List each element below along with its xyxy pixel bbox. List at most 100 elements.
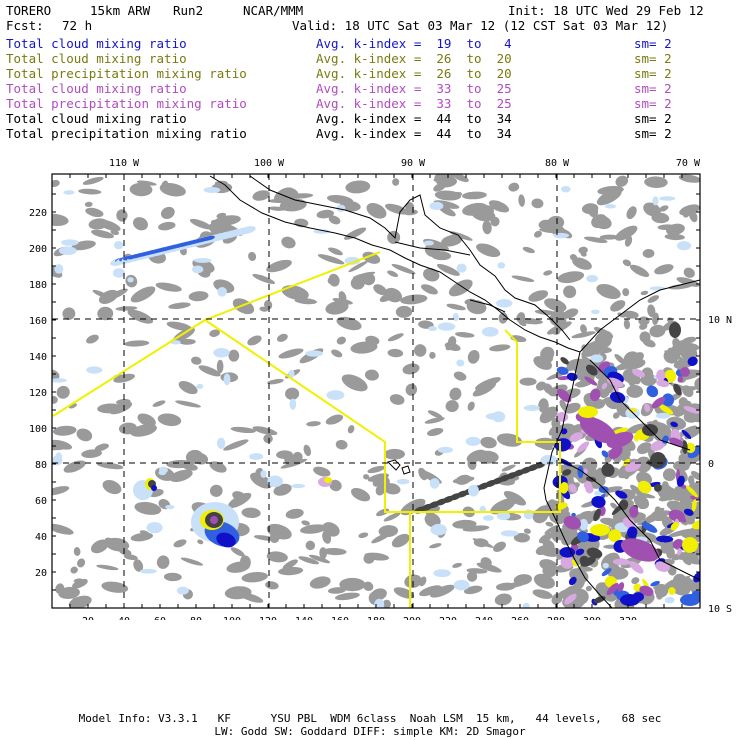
cloud-cell	[631, 577, 640, 585]
cloud-cell	[339, 577, 366, 592]
cloud-cell	[513, 574, 532, 586]
x-tick-label: 60	[154, 616, 166, 620]
legend-kindex: Avg. k-index = 26 to 20	[316, 51, 512, 66]
cloud-cell	[676, 277, 700, 287]
convective-cell	[601, 568, 612, 577]
cloud-light-patch	[561, 185, 571, 193]
latitude-label: 10 N	[708, 315, 732, 326]
cloud-cell	[644, 176, 668, 188]
cloud-light-patch	[127, 277, 134, 283]
cloud-cell	[185, 449, 204, 464]
y-tick-label: 220	[29, 208, 47, 219]
cloud-cell	[305, 540, 316, 551]
cloud-cell	[155, 282, 182, 292]
legend-field-name: Total precipitation mixing ratio	[6, 66, 247, 81]
y-tick-label: 140	[29, 352, 47, 363]
cloud-cell	[84, 201, 93, 208]
axis-tick-labels: 2040608010012014016018020022024026028030…	[29, 158, 732, 620]
cloud-cell	[382, 599, 391, 608]
cloud-cell	[614, 353, 626, 365]
footer-line-2: LW: Godd SW: Goddard DIFF: simple KM: 2D…	[214, 725, 526, 738]
cloud-cell	[667, 565, 677, 576]
cloud-light-patch	[664, 596, 675, 604]
cloud-cell	[637, 442, 652, 455]
cloud-cell	[327, 587, 346, 594]
cloud-cell	[496, 433, 523, 447]
convective-cell	[656, 535, 674, 543]
cloud-cell	[511, 275, 535, 282]
cloud-cell	[81, 449, 102, 459]
convective-cell	[571, 559, 578, 567]
cloud-cell	[309, 576, 331, 589]
cloud-cell	[490, 498, 516, 515]
longitude-label: 70 W	[676, 158, 701, 169]
convective-cluster-edge	[578, 406, 598, 418]
cloud-cell	[580, 251, 587, 257]
cloud-cell	[241, 507, 261, 518]
x-tick-label: 300	[583, 616, 601, 620]
cloud-cell	[328, 247, 343, 256]
cloud-cell	[52, 396, 58, 404]
convective-cell	[564, 593, 577, 605]
cloud-light-patch	[523, 509, 534, 520]
convective-cell	[601, 382, 608, 390]
cloud-cell	[653, 585, 668, 590]
cloud-cell	[365, 335, 380, 346]
cloud-light-patch	[216, 437, 226, 449]
cloud-cell	[419, 576, 427, 587]
cloud-cell	[91, 229, 114, 239]
cloud-cell	[173, 327, 195, 342]
convective-cell	[556, 366, 569, 375]
south-america-north	[579, 279, 700, 353]
cloud-cell	[436, 263, 460, 276]
convective-cell	[683, 406, 700, 414]
legend-kindex: Avg. k-index = 33 to 25	[316, 96, 512, 111]
y-tick-label: 200	[29, 244, 47, 255]
convective-cell	[593, 508, 601, 522]
latitude-label: 0	[708, 459, 714, 470]
cloud-light-patch	[590, 309, 600, 314]
model-name: TORERO	[6, 3, 52, 18]
cloud-cell	[433, 174, 459, 182]
convective-cell	[577, 465, 584, 479]
cloud-light-patch	[676, 241, 692, 251]
cloud-cell	[387, 348, 404, 358]
cloud-light-patch	[374, 598, 385, 608]
cloud-cell	[544, 298, 567, 312]
cloud-cell	[266, 259, 292, 273]
cloud-cell	[133, 559, 144, 572]
cloud-cell	[157, 413, 182, 427]
domain-outline	[52, 318, 561, 513]
cloud-cell	[230, 547, 245, 557]
convective-cell	[585, 364, 598, 376]
cloud-cell	[364, 369, 379, 381]
peru-border	[649, 539, 700, 581]
cyclone-core-rain	[216, 532, 236, 548]
convective-cluster-edge	[590, 524, 610, 536]
cloud-cell	[475, 377, 501, 390]
cloud-cell	[241, 571, 268, 583]
cloud-cell	[189, 218, 212, 230]
org-label: NCAR/MMM	[243, 3, 304, 18]
cloud-cell	[123, 554, 138, 561]
cloud-cell	[433, 200, 460, 209]
cloud-cell	[583, 236, 608, 244]
cloud-cell	[652, 327, 663, 334]
cloud-cell	[363, 474, 370, 480]
cloud-cell	[438, 205, 456, 217]
cloud-cell	[686, 451, 700, 464]
cloud-cell	[466, 449, 487, 463]
cloud-streak-core	[205, 235, 215, 241]
cloud-cell	[77, 558, 86, 568]
cloud-cell	[434, 190, 462, 201]
convective-cell	[563, 515, 582, 530]
cloud-cell	[596, 284, 621, 300]
cloud-cell	[681, 385, 694, 398]
cloud-cell	[580, 324, 587, 334]
cloud-cell	[522, 246, 535, 254]
cloud-light-patch	[291, 483, 306, 489]
cloud-cell	[228, 349, 240, 362]
convective-cell	[628, 506, 639, 518]
convective-cell	[601, 463, 615, 477]
cloud-cell	[109, 401, 133, 415]
